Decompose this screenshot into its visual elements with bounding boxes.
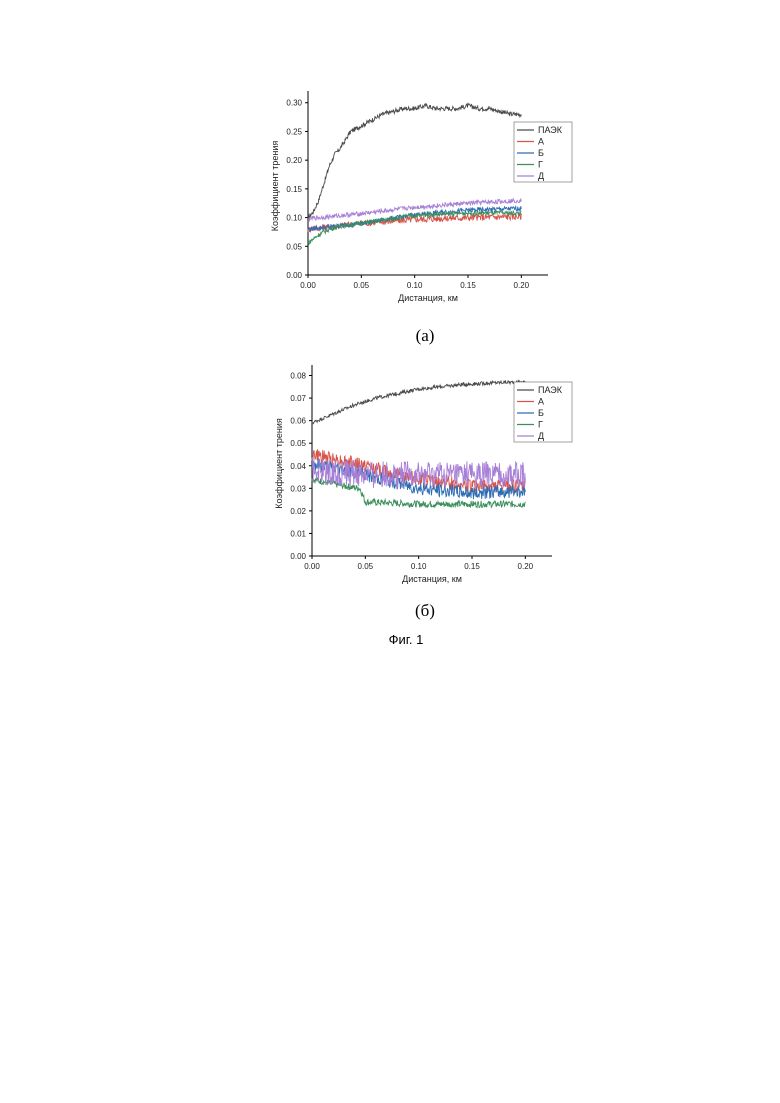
chart1-y-tick-label: 0.03 xyxy=(290,484,306,493)
chart1-y-tick-label: 0.00 xyxy=(290,552,306,561)
chart0-y-tick-label: 0.05 xyxy=(286,242,302,251)
chart0-y-tick-label: 0.10 xyxy=(286,214,302,223)
chart1-legend: ПАЭК АБГД xyxy=(514,382,572,442)
chart0-x-tick-label: 0.20 xyxy=(514,281,530,290)
chart0-legend-label: Д xyxy=(538,171,544,181)
chart0-x-tick-label: 0.10 xyxy=(407,281,423,290)
chart0-y-tick-label: 0.25 xyxy=(286,127,302,136)
chart1-y-label: Коэффициент трения xyxy=(274,418,284,509)
chart1-y-tick-label: 0.04 xyxy=(290,462,306,471)
panel-a-label: (a) xyxy=(375,326,475,346)
chart1-x-tick-label: 0.10 xyxy=(411,562,427,571)
chart0-y-label: Коэффициент трения xyxy=(270,141,280,232)
chart0-y-tick-label: 0.30 xyxy=(286,99,302,108)
chart0-y-tick-label: 0.20 xyxy=(286,156,302,165)
chart1-y-tick-label: 0.02 xyxy=(290,507,306,516)
chart0-series-0 xyxy=(308,104,521,219)
chart0-legend-label: Г xyxy=(538,160,543,170)
chart1-legend-label: Г xyxy=(538,420,543,430)
chart0-x-label: Дистанция, км xyxy=(398,293,458,303)
chart0-y-tick-label: 0.00 xyxy=(286,271,302,280)
chart1-x-tick-label: 0.05 xyxy=(358,562,374,571)
chart1-y-tick-label: 0.05 xyxy=(290,439,306,448)
panel-b-label: (б) xyxy=(375,601,475,621)
chart0-legend-label: ПАЭК xyxy=(538,125,563,135)
chart-b: 0.00 0.01 0.02 0.03 0.04 0.05 0.06 0.07 0.08 0.00… xyxy=(0,352,780,592)
chart1-legend-label: ПАЭК xyxy=(538,385,563,395)
chart1-y-tick-label: 0.01 xyxy=(290,529,306,538)
chart1-x-tick-label: 0.20 xyxy=(518,562,534,571)
chart1-series-0 xyxy=(312,381,525,424)
chart0-x-tick-label: 0.05 xyxy=(354,281,370,290)
figure-caption: Фиг. 1 xyxy=(346,632,466,647)
chart0-legend: ПАЭК АБГД xyxy=(514,122,572,182)
chart1-x-tick-label: 0.00 xyxy=(304,562,320,571)
chart1-legend-label: Д xyxy=(538,431,544,441)
chart0-x-tick-label: 0.00 xyxy=(300,281,316,290)
chart1-y-tick-label: 0.07 xyxy=(290,394,306,403)
chart1-x-label: Дистанция, км xyxy=(402,574,462,584)
chart1-x-tick-label: 0.15 xyxy=(464,562,480,571)
chart0-x-tick-label: 0.15 xyxy=(460,281,476,290)
chart1-legend-label: А xyxy=(538,397,544,407)
chart1-y-tick-label: 0.06 xyxy=(290,417,306,426)
chart0-y-tick-label: 0.15 xyxy=(286,185,302,194)
chart1-legend-label: Б xyxy=(538,408,544,418)
chart1-y-tick-label: 0.08 xyxy=(290,372,306,381)
chart0-legend-label: Б xyxy=(538,148,544,158)
chart0-legend-label: А xyxy=(538,137,544,147)
